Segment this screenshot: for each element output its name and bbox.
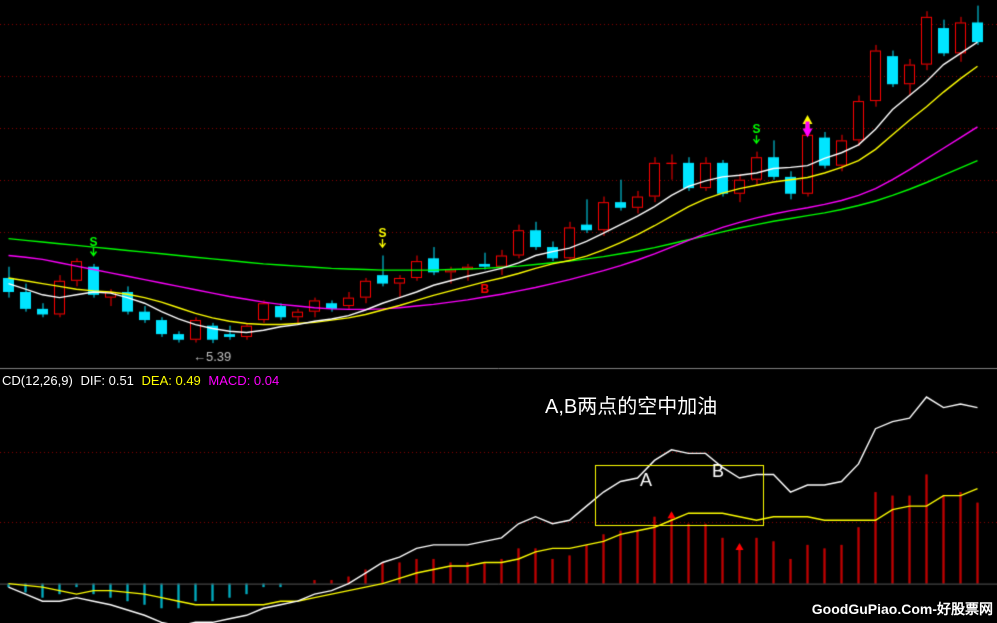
stock-chart [0, 0, 997, 623]
watermark: GoodGuPiao.Com-好股票网 [812, 599, 993, 619]
macd-params: CD(12,26,9) [2, 373, 73, 388]
annotation-title: A,B两点的空中加油 [545, 390, 717, 419]
macd-legend: CD(12,26,9) DIF: 0.51 DEA: 0.49 MACD: 0.… [2, 373, 283, 388]
macd-dea-label: DEA: 0.49 [142, 373, 201, 388]
macd-macd-label: MACD: 0.04 [208, 373, 279, 388]
macd-dif-label: DIF: 0.51 [80, 373, 133, 388]
